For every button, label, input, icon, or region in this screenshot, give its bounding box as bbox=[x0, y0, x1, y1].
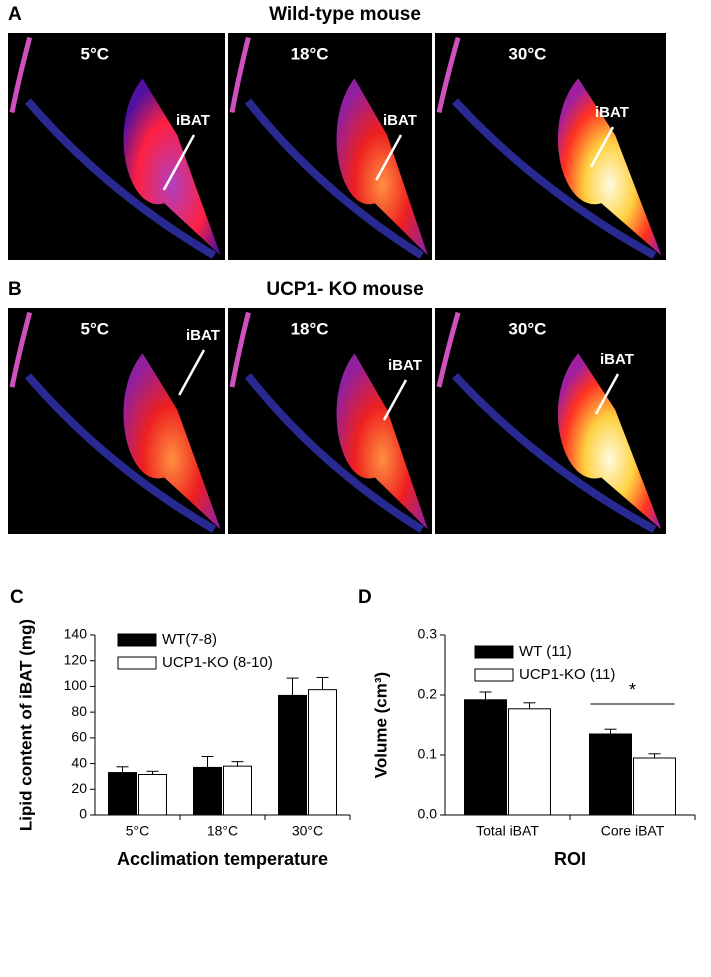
temperature-label: 18°C bbox=[291, 44, 329, 63]
temperature-label: 5°C bbox=[81, 319, 110, 338]
y-axis-label: Lipid content of iBAT (mg) bbox=[16, 619, 35, 831]
mri-image: 18°C iBAT bbox=[228, 33, 432, 260]
y-tick-label: 140 bbox=[64, 626, 88, 642]
mri-image: 30°C iBAT bbox=[435, 33, 666, 260]
iBAT-depot bbox=[557, 78, 662, 256]
bar bbox=[223, 765, 252, 816]
bar bbox=[508, 708, 551, 816]
roi-label: iBAT bbox=[600, 351, 634, 368]
bar bbox=[589, 733, 632, 816]
panel-label: B bbox=[8, 279, 22, 300]
roi-label: iBAT bbox=[383, 112, 417, 129]
bar bbox=[278, 694, 307, 816]
legend-label: UCP1-KO (11) bbox=[519, 666, 615, 683]
bar bbox=[138, 774, 167, 816]
legend-swatch bbox=[474, 668, 514, 682]
tissue bbox=[436, 36, 461, 113]
legend-label: WT (11) bbox=[519, 643, 572, 660]
mri-image: 5°C iBAT bbox=[8, 33, 225, 260]
y-tick-label: 80 bbox=[71, 703, 87, 719]
iBAT-depot bbox=[557, 353, 662, 530]
bar bbox=[308, 689, 337, 816]
tissue bbox=[229, 36, 251, 113]
roi-pointer bbox=[178, 349, 206, 396]
bar bbox=[108, 772, 137, 816]
mri-image: 18°C iBAT bbox=[228, 308, 432, 534]
panel-title: UCP1- KO mouse bbox=[266, 279, 423, 300]
roi-pointer bbox=[382, 379, 408, 421]
y-tick-label: 0.1 bbox=[418, 746, 438, 762]
legend-swatch bbox=[117, 656, 157, 670]
spine bbox=[244, 373, 424, 533]
iBAT-depot bbox=[123, 78, 221, 256]
x-axis-label: Acclimation temperature bbox=[117, 849, 328, 869]
temperature-label: 30°C bbox=[508, 319, 546, 338]
temperature-label: 18°C bbox=[291, 319, 329, 338]
roi-label: iBAT bbox=[176, 112, 210, 129]
temperature-label: 30°C bbox=[508, 44, 546, 63]
panel-title: Wild-type mouse bbox=[269, 4, 421, 25]
spine bbox=[24, 373, 217, 533]
bar bbox=[464, 699, 507, 816]
mri-image: 5°C iBAT bbox=[8, 308, 225, 534]
tissue bbox=[9, 36, 33, 113]
x-axis-label: ROI bbox=[554, 849, 586, 869]
mri-image: 30°C iBAT bbox=[435, 308, 666, 534]
panel-label: C bbox=[10, 587, 24, 608]
significance-mark: * bbox=[629, 680, 636, 700]
legend-swatch bbox=[117, 633, 157, 647]
tissue bbox=[9, 311, 33, 388]
legend-swatch bbox=[474, 645, 514, 659]
legend-label: UCP1-KO (8-10) bbox=[162, 654, 273, 671]
x-tick-label: Total iBAT bbox=[476, 823, 539, 839]
x-tick-label: 30°C bbox=[292, 823, 323, 839]
bar bbox=[193, 766, 222, 816]
panel-label: D bbox=[358, 587, 372, 608]
x-tick-label: Core iBAT bbox=[601, 823, 665, 839]
tissue bbox=[436, 311, 461, 388]
spine bbox=[452, 98, 657, 259]
roi-pointer bbox=[594, 373, 620, 415]
x-tick-label: 18°C bbox=[207, 823, 238, 839]
y-axis-label: Volume (cm³) bbox=[371, 672, 390, 778]
legend-label: WT(7-8) bbox=[162, 631, 217, 648]
roi-label: iBAT bbox=[388, 357, 422, 374]
y-tick-label: 0.0 bbox=[418, 806, 438, 822]
y-tick-label: 120 bbox=[64, 651, 88, 667]
temperature-label: 5°C bbox=[81, 44, 110, 63]
y-tick-label: 0 bbox=[79, 806, 87, 822]
roi-pointer bbox=[375, 134, 403, 181]
tissue bbox=[229, 311, 251, 388]
roi-label: iBAT bbox=[186, 327, 220, 344]
y-tick-label: 0.3 bbox=[418, 626, 438, 642]
y-tick-label: 20 bbox=[71, 780, 87, 796]
roi-pointer bbox=[162, 134, 196, 191]
y-tick-label: 40 bbox=[71, 754, 87, 770]
bar bbox=[633, 757, 676, 816]
roi-pointer bbox=[589, 126, 615, 168]
y-tick-label: 100 bbox=[64, 677, 88, 693]
spine bbox=[452, 373, 657, 533]
spine bbox=[24, 98, 217, 259]
iBAT-depot bbox=[336, 353, 428, 530]
x-tick-label: 5°C bbox=[126, 823, 150, 839]
spine bbox=[244, 98, 424, 259]
iBAT-depot bbox=[123, 353, 221, 530]
panel-label: A bbox=[8, 4, 22, 25]
y-tick-label: 60 bbox=[71, 729, 87, 745]
roi-label: iBAT bbox=[595, 104, 629, 121]
y-tick-label: 0.2 bbox=[418, 686, 438, 702]
